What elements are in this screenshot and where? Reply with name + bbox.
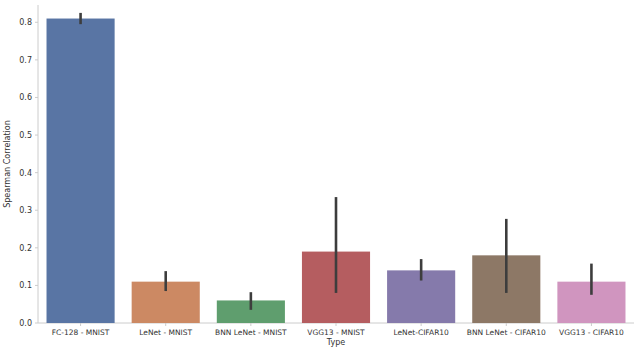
x-tick-label: BNN LeNet - CIFAR10 [467, 328, 546, 337]
y-tick-label: 0.0 [19, 319, 32, 328]
error-bar [79, 13, 82, 24]
x-tick [591, 323, 592, 326]
y-tick-label: 0.3 [19, 206, 32, 215]
y-tick [35, 97, 38, 98]
x-tick-label: LeNet-CIFAR10 [393, 328, 449, 337]
y-tick [35, 59, 38, 60]
x-tick-label: FC-128 - MNIST [52, 328, 110, 337]
x-tick [506, 323, 507, 326]
y-tick-label: 0.6 [19, 93, 32, 102]
y-tick-label: 0.1 [19, 281, 32, 290]
y-tick-label: 0.7 [19, 56, 32, 65]
error-bar [420, 259, 423, 280]
chart: 0.0 0.1 0.2 0.3 0.4 0.5 0.6 0.7 0.8 FC-128 - MNIS… [0, 0, 640, 348]
error-bar [335, 197, 338, 293]
error-bar [250, 292, 253, 310]
x-tick-label: BNN LeNet - MNIST [215, 328, 287, 337]
y-axis-line [38, 5, 39, 323]
x-axis-label: Type [326, 338, 345, 347]
y-tick-label: 0.4 [19, 169, 32, 178]
y-tick [35, 247, 38, 248]
y-tick-label: 0.5 [19, 131, 32, 140]
error-bar [590, 264, 593, 295]
y-tick [35, 285, 38, 286]
bar [47, 19, 115, 323]
y-axis-label: Spearman Correlation [3, 120, 12, 208]
x-tick-label: VGG13 - MNIST [307, 328, 365, 337]
x-tick [421, 323, 422, 326]
y-tick [35, 135, 38, 136]
y-tick-label: 0.8 [19, 18, 32, 27]
x-tick [250, 323, 251, 326]
error-bar [505, 219, 508, 293]
x-tick [80, 323, 81, 326]
x-tick-label: LeNet - MNIST [139, 328, 192, 337]
x-tick-label: VGG13 - CIFAR10 [559, 328, 624, 337]
y-tick [35, 210, 38, 211]
y-tick-label: 0.2 [19, 244, 32, 253]
error-bar [164, 271, 167, 291]
x-tick [336, 323, 337, 326]
x-tick [165, 323, 166, 326]
bars [47, 13, 626, 323]
y-tick [35, 323, 38, 324]
y-tick [35, 172, 38, 173]
y-tick [35, 22, 38, 23]
